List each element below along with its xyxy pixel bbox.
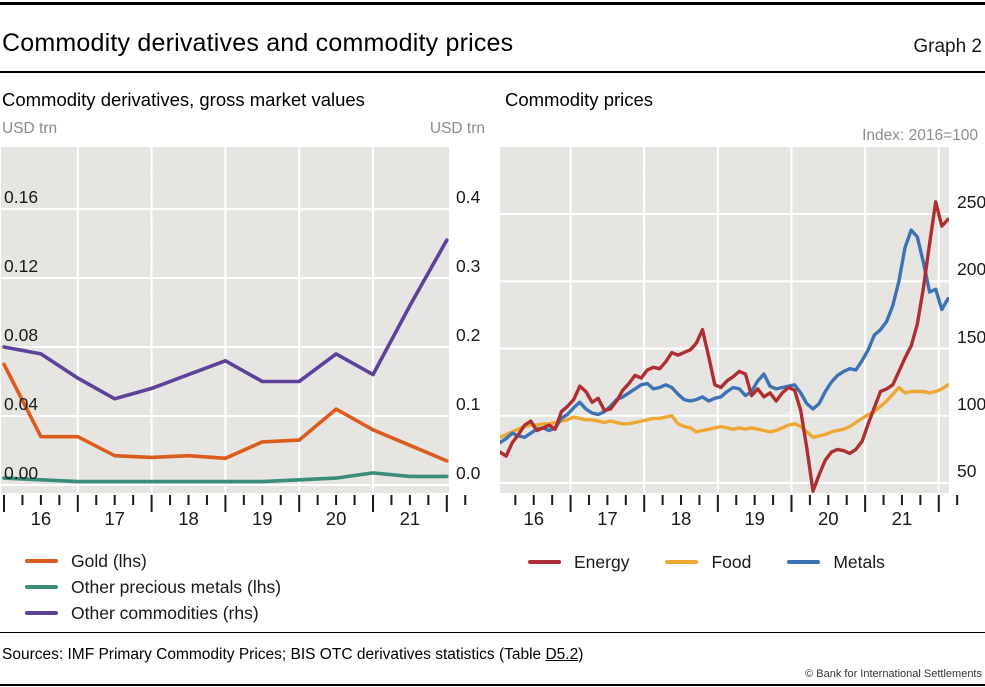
bottom-rule — [0, 684, 985, 686]
x-axis-year-label: 17 — [104, 508, 125, 529]
right-axis-tick-label: 100 — [957, 393, 985, 414]
legend-label: Metals — [833, 551, 885, 572]
page-title: Commodity derivatives and commodity pric… — [2, 29, 514, 57]
legend-label: Other commodities (rhs) — [71, 602, 259, 623]
legend-label: Energy — [574, 551, 630, 572]
legend-line-swatch — [25, 611, 58, 615]
legend-item-other-commodities-rhs: Other commodities (rhs) — [25, 600, 281, 626]
legend-line-swatch — [25, 559, 58, 563]
left-axis-tick-label: 0.08 — [4, 325, 39, 345]
x-axis-year-label: 19 — [744, 508, 765, 529]
right-axis-tick-label: 50 — [957, 461, 977, 481]
legend-label: Other precious metals (lhs) — [71, 576, 282, 597]
title-divider — [0, 71, 985, 73]
legend-line-swatch — [528, 560, 561, 564]
right-axis-tick-label: 250 — [957, 192, 985, 212]
left-axis-unit-label: USD trn — [2, 120, 58, 137]
chart-left-canvas — [1, 147, 467, 512]
left-axis-tick-label: 0.12 — [4, 256, 39, 276]
series-line-metals — [500, 228, 949, 445]
chart-right-canvas — [500, 147, 959, 512]
sources-text: Sources: IMF Primary Commodity Prices; B… — [2, 646, 546, 663]
legend-line-swatch — [787, 560, 821, 564]
legend-item-energy: Energy — [528, 551, 629, 573]
left-axis-tick-label: 0.04 — [4, 394, 39, 414]
x-axis-year-label: 19 — [252, 508, 273, 529]
prices-legend: Energy Food Metals — [528, 551, 885, 573]
legend-label: Gold (lhs) — [71, 550, 147, 571]
x-axis-year-label: 16 — [30, 508, 52, 529]
right-panel-title: Commodity prices — [505, 89, 654, 110]
legend-item-food: Food — [665, 551, 751, 573]
table-d52-link[interactable]: D5.2 — [545, 646, 579, 663]
x-axis-year-label: 16 — [523, 508, 545, 529]
sources-text-suffix: ) — [578, 646, 584, 663]
legend-item-other-precious-metals-lhs: Other precious metals (lhs) — [25, 574, 281, 600]
prices-chart: 16 17 18 19 20 21 50 100 150 200 250 — [500, 147, 985, 537]
derivatives-chart: 16 17 18 19 20 21 0.00 0.04 0.08 0.12 0.16 0.0 0.1 0.… — [1, 147, 486, 537]
right-axis-tick-label: 0.3 — [456, 256, 481, 276]
right-axis-tick-label: 150 — [957, 326, 985, 347]
derivatives-legend: Gold (lhs) Other precious metals (lhs) Oth… — [25, 548, 281, 626]
copyright-notice: © Bank for International Settlements — [805, 668, 982, 680]
top-rule — [0, 2, 985, 5]
right-axis-tick-label: 0.1 — [456, 394, 481, 414]
series-line-energy — [500, 200, 949, 493]
legend-label: Food — [711, 551, 752, 572]
legend-item-gold-lhs: Gold (lhs) — [25, 548, 281, 574]
right-axis-tick-label: 200 — [957, 259, 985, 280]
right-axis-tick-label: 0.2 — [456, 325, 481, 345]
x-axis-year-label: 21 — [399, 508, 421, 529]
series-line-other-precious-metals-lhs — [2, 471, 449, 484]
x-axis-year-label: 18 — [670, 508, 692, 529]
series-line-gold-lhs — [2, 362, 449, 463]
legend-item-metals: Metals — [787, 551, 885, 573]
sources-note: Sources: IMF Primary Commodity Prices; B… — [2, 646, 583, 664]
x-axis-year-label: 20 — [325, 508, 347, 529]
legend-line-swatch — [665, 560, 699, 564]
graph-number-label: Graph 2 — [913, 36, 982, 57]
left-panel-title: Commodity derivatives, gross market valu… — [2, 89, 365, 110]
right-axis-tick-label: 0.4 — [456, 187, 481, 207]
series-line-other-commodities-rhs — [2, 238, 449, 401]
x-axis-year-label: 20 — [818, 508, 839, 529]
right-axis-unit-label: USD trn — [429, 120, 485, 137]
footer-divider — [0, 632, 985, 633]
left-axis-tick-label: 0.16 — [4, 187, 39, 207]
x-axis-year-label: 21 — [891, 508, 913, 529]
left-axis-tick-label: 0.00 — [4, 463, 39, 483]
right-axis-tick-label: 0.0 — [456, 463, 481, 483]
x-axis-year-label: 17 — [597, 508, 618, 529]
legend-line-swatch — [25, 585, 58, 589]
x-axis-year-label: 18 — [178, 508, 199, 529]
index-base-label: Index: 2016=100 — [862, 127, 978, 144]
